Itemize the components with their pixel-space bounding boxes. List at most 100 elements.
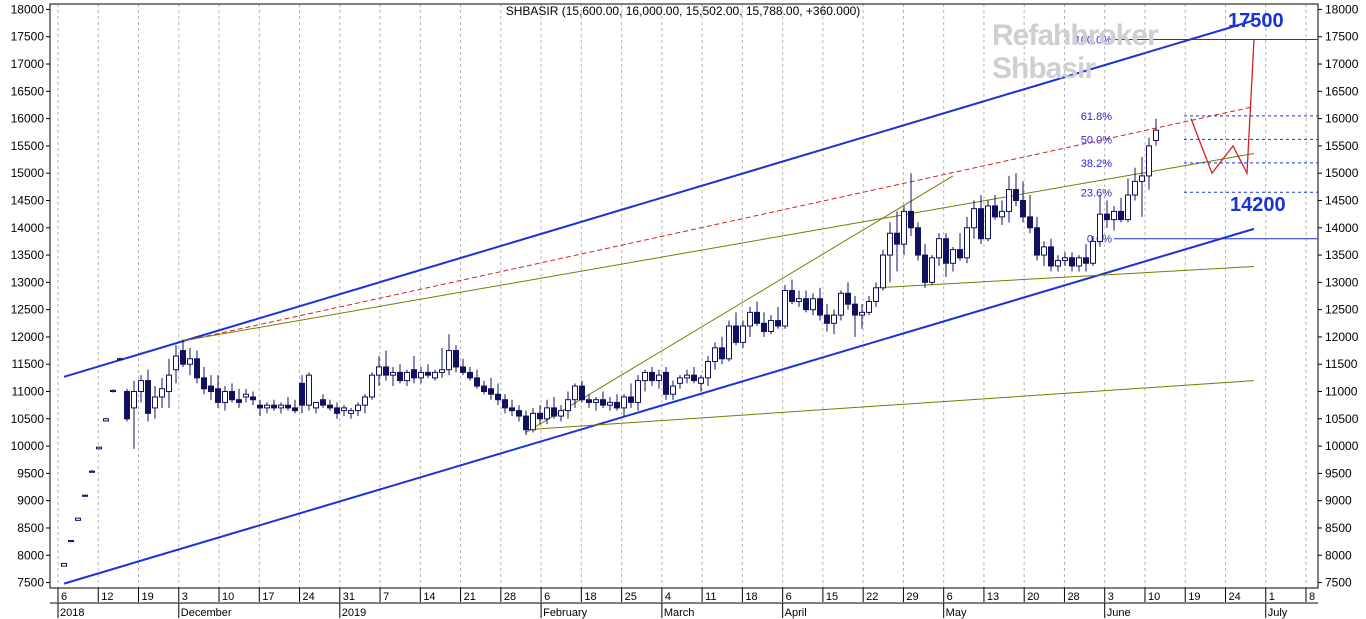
candle-body-down [425, 371, 431, 376]
candle-body-up [1139, 175, 1145, 182]
y-tick-label-left: 17000 [11, 57, 45, 71]
candle [1104, 200, 1110, 228]
candle [285, 396, 291, 411]
candle-body-down [229, 391, 235, 401]
y-tick-label-left: 8500 [17, 521, 44, 535]
trend-line-olive-upper [182, 153, 1255, 342]
x-tick-label: 28 [504, 591, 516, 603]
candle-body-up [572, 385, 578, 401]
candle-body-up [747, 311, 753, 327]
y-tick-label-left: 10000 [11, 439, 45, 453]
candle [873, 282, 879, 307]
candle [446, 334, 452, 376]
candle-body-up [446, 350, 452, 371]
y-tick-label-right: 9500 [1325, 466, 1352, 480]
candle-body-up [859, 311, 865, 316]
grid-layer [57, 4, 1307, 588]
candle [558, 405, 564, 422]
x-tick-label: 25 [625, 591, 637, 603]
y-tick-label-right: 10000 [1325, 439, 1359, 453]
x-tick-label: 12 [101, 591, 113, 603]
candle-body-up [376, 366, 382, 376]
y-tick-label-left: 14000 [11, 221, 45, 235]
candle [467, 366, 473, 381]
candle [75, 517, 81, 521]
candle-body-down [481, 385, 487, 393]
fib-label: 38.2% [1081, 158, 1112, 170]
trend-line-red-dashed [182, 106, 1255, 342]
candle-body-up [831, 314, 837, 324]
trend-line-lower-channel [63, 227, 1255, 585]
candle-body-up [950, 249, 956, 264]
x-tick-label: 24 [303, 591, 315, 603]
candle [460, 358, 466, 376]
candle [432, 369, 438, 381]
candle-body-down [957, 249, 963, 259]
candle-body-down [397, 371, 403, 382]
candle-body-up [684, 374, 690, 379]
candle-body-up [103, 418, 109, 422]
candle-body-up [1097, 213, 1103, 242]
candle [530, 407, 536, 433]
candle [852, 296, 858, 337]
candle-body-down [509, 407, 515, 412]
candle-body-up [1090, 240, 1096, 264]
candle [250, 391, 256, 406]
candle-body-up [936, 238, 942, 259]
candle [649, 366, 655, 387]
candle [1153, 118, 1159, 146]
candle-body-down [586, 399, 592, 403]
candle-body-up [1111, 210, 1117, 221]
candle [1062, 252, 1068, 266]
candle-body-down [691, 374, 697, 382]
candle-body-up [712, 347, 718, 362]
candle [565, 391, 571, 419]
candle [257, 399, 263, 417]
candle-body-up [243, 393, 249, 398]
watermark-line-1: Refahbroker [992, 19, 1159, 52]
candle-body-down [894, 232, 900, 245]
x-tick-label: 6 [61, 591, 67, 603]
y-tick-label-left: 8000 [17, 548, 44, 562]
candle-body-up [131, 391, 137, 409]
candle-body-down [502, 399, 508, 409]
candle [1006, 175, 1012, 223]
month-label: June [1107, 607, 1131, 619]
candle-body-down [663, 371, 669, 395]
candle [1041, 241, 1047, 266]
target-high-label: 17500 [1228, 10, 1284, 32]
candle [306, 372, 312, 411]
candle [117, 357, 123, 361]
candle [271, 399, 277, 411]
candle [698, 375, 704, 392]
candle [635, 375, 641, 411]
candle-body-up [866, 300, 872, 313]
candle [1132, 167, 1138, 201]
axis-layer: 6 12 19 3 10 17 24 31 7 14 21 28 6 18 25 4 11 18 6 15 22 29 6 1… [11, 2, 1359, 619]
candle-body-up [698, 377, 704, 384]
candle-body-up [635, 380, 641, 403]
candle [1125, 178, 1131, 223]
candle-body-down [411, 369, 417, 379]
candle-body-up [768, 320, 774, 332]
candle [355, 402, 361, 417]
candle-body-down [628, 396, 634, 403]
candle-body-down [1048, 246, 1054, 267]
candle [670, 380, 676, 400]
y-tick-label-right: 9000 [1325, 494, 1352, 508]
candle [1013, 173, 1019, 206]
candle [677, 375, 683, 389]
candle [187, 347, 193, 376]
candle-body-down [516, 410, 522, 417]
candle [999, 200, 1005, 226]
candle-body-up [264, 404, 270, 409]
candle [614, 394, 620, 411]
candle-body-down [1118, 210, 1124, 221]
y-tick-label-left: 17500 [11, 30, 45, 44]
candle-body-up [82, 494, 88, 497]
candle-body-up [173, 355, 179, 371]
x-tick-label: 19 [1188, 591, 1200, 603]
month-label: 2018 [60, 607, 84, 619]
candle [299, 375, 305, 414]
candle-body-up [439, 369, 445, 373]
